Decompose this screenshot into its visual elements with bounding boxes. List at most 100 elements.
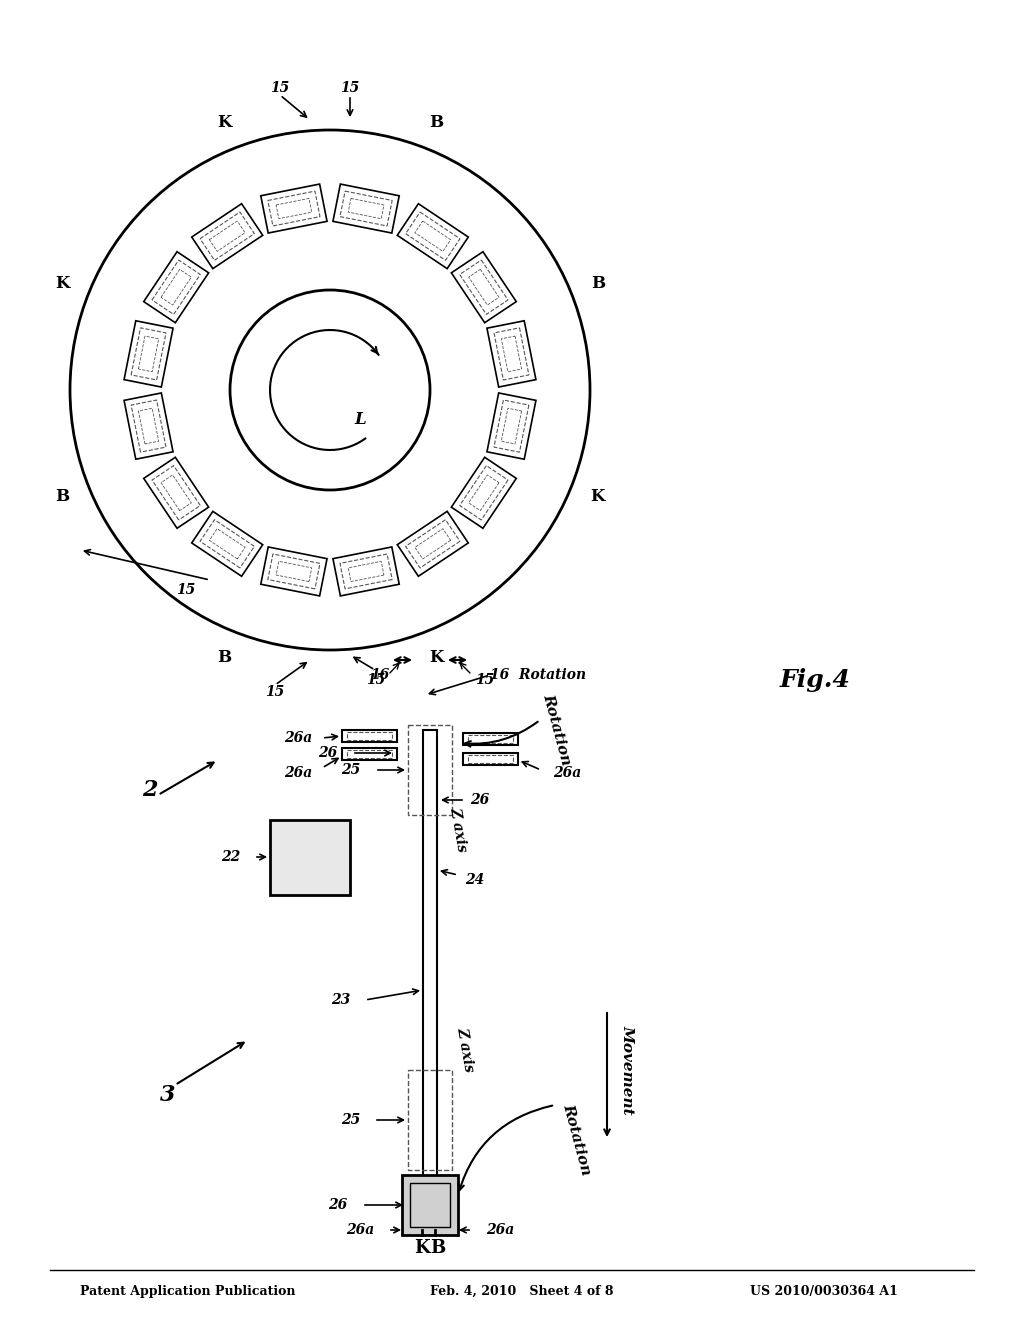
Bar: [406, 213, 460, 260]
Text: 26: 26: [470, 793, 489, 807]
Text: 26: 26: [317, 746, 337, 760]
Bar: [138, 408, 159, 444]
Bar: [342, 730, 397, 742]
Bar: [209, 220, 245, 251]
Text: 25: 25: [341, 1113, 360, 1127]
Bar: [469, 475, 499, 511]
Bar: [200, 213, 254, 260]
Bar: [347, 733, 392, 741]
Bar: [191, 511, 263, 577]
Text: K: K: [414, 1239, 430, 1257]
Bar: [333, 546, 399, 595]
Bar: [340, 554, 392, 589]
Text: B: B: [429, 114, 443, 131]
Bar: [502, 337, 521, 372]
Bar: [261, 546, 327, 595]
Bar: [423, 730, 437, 1230]
Bar: [415, 220, 451, 251]
Text: B: B: [430, 1239, 445, 1257]
Bar: [200, 520, 254, 568]
Text: 25: 25: [341, 763, 360, 777]
Bar: [494, 327, 528, 380]
Bar: [161, 269, 191, 305]
Text: 26a: 26a: [553, 766, 582, 780]
Text: K: K: [591, 487, 605, 504]
Text: L: L: [354, 412, 366, 429]
Text: 22: 22: [221, 850, 240, 865]
Bar: [463, 752, 518, 766]
Bar: [124, 321, 173, 387]
Bar: [347, 750, 392, 758]
Bar: [397, 203, 468, 269]
Text: B: B: [217, 649, 231, 667]
Bar: [276, 198, 311, 219]
Text: Feb. 4, 2010   Sheet 4 of 8: Feb. 4, 2010 Sheet 4 of 8: [430, 1284, 613, 1298]
Bar: [460, 466, 508, 520]
Bar: [452, 252, 516, 322]
Text: 26a: 26a: [284, 766, 312, 780]
Text: 24: 24: [465, 873, 484, 887]
Text: Fig.4: Fig.4: [780, 668, 851, 692]
Text: K: K: [429, 649, 443, 667]
Text: K: K: [55, 276, 70, 293]
Text: 26a: 26a: [284, 731, 312, 744]
Text: 15: 15: [270, 81, 290, 95]
Text: B: B: [591, 276, 605, 293]
Text: 15: 15: [366, 673, 385, 686]
Bar: [268, 191, 319, 226]
Bar: [161, 475, 191, 511]
Bar: [408, 725, 452, 814]
Bar: [131, 327, 166, 380]
Text: Patent Application Publication: Patent Application Publication: [80, 1284, 296, 1298]
Bar: [143, 252, 209, 322]
Bar: [348, 198, 384, 219]
Text: B: B: [55, 487, 70, 504]
Text: US 2010/0030364 A1: US 2010/0030364 A1: [750, 1284, 898, 1298]
Text: Movement: Movement: [620, 1026, 634, 1115]
Bar: [452, 457, 516, 528]
Bar: [502, 408, 521, 444]
Bar: [209, 529, 245, 558]
Text: 3: 3: [160, 1084, 176, 1106]
Bar: [487, 321, 536, 387]
Bar: [276, 561, 311, 582]
Bar: [494, 400, 528, 453]
Circle shape: [230, 290, 430, 490]
Bar: [469, 269, 499, 305]
Text: 2: 2: [142, 779, 158, 801]
Bar: [397, 511, 468, 577]
Text: 16: 16: [371, 668, 389, 682]
Text: 26: 26: [328, 1199, 347, 1212]
Bar: [152, 466, 201, 520]
Text: 15: 15: [475, 673, 495, 686]
Text: 15: 15: [340, 81, 359, 95]
Text: Z axis: Z axis: [449, 807, 470, 854]
Bar: [342, 748, 397, 760]
Bar: [152, 260, 201, 314]
Text: Rotation: Rotation: [540, 693, 572, 767]
Bar: [261, 183, 327, 234]
Bar: [468, 735, 513, 743]
Bar: [270, 820, 350, 895]
Text: Rotation: Rotation: [560, 1102, 593, 1177]
Bar: [406, 520, 460, 568]
Bar: [402, 1175, 458, 1236]
Text: Z axis: Z axis: [455, 1027, 476, 1073]
Bar: [487, 393, 536, 459]
Bar: [124, 393, 173, 459]
Bar: [468, 755, 513, 763]
Text: K: K: [217, 114, 231, 131]
Bar: [340, 191, 392, 226]
Text: 23: 23: [331, 993, 350, 1007]
Text: 15: 15: [265, 685, 285, 700]
Bar: [131, 400, 166, 453]
Bar: [268, 554, 319, 589]
Bar: [348, 561, 384, 582]
Bar: [143, 457, 209, 528]
Bar: [415, 529, 451, 558]
Bar: [138, 337, 159, 372]
Bar: [191, 203, 263, 269]
Circle shape: [70, 129, 590, 649]
Text: 26a: 26a: [346, 1224, 374, 1237]
Text: 16  Rotation: 16 Rotation: [490, 668, 586, 682]
